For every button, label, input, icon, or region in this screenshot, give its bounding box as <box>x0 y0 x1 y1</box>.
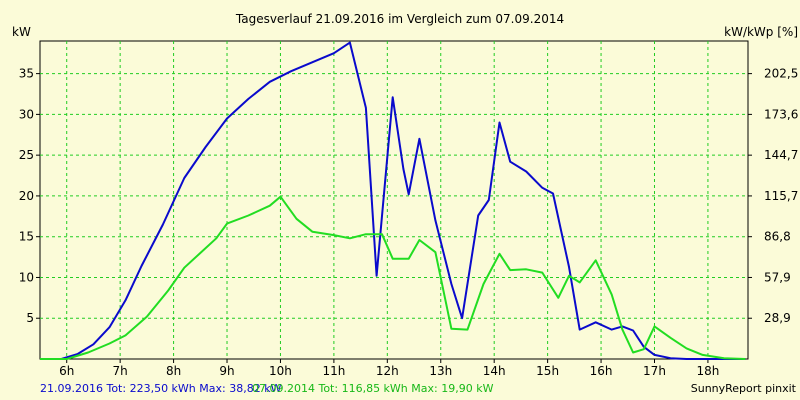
y-right-tick-label: 202,5 <box>764 67 798 81</box>
x-tick-label: 18h <box>696 364 719 378</box>
y-axis-right-ticks: 28,9 57,9 86,8 115,7 144,7 173,6 202,5 <box>748 67 798 325</box>
x-tick-label: 13h <box>429 364 452 378</box>
series-line-2 <box>40 195 746 360</box>
footer-series-2-summary: 07.09.2014 Tot: 116,85 kWh Max: 19,90 kW <box>252 382 494 395</box>
footer-series-1-summary: 21.09.2016 Tot: 223,50 kWh Max: 38,82 kW <box>40 382 282 395</box>
y-left-tick-label: 30 <box>19 107 34 121</box>
y-right-tick-label: 173,6 <box>764 107 798 121</box>
x-tick-label: 14h <box>483 364 506 378</box>
y-right-tick-label: 144,7 <box>764 148 798 162</box>
y-right-tick-label: 115,7 <box>764 189 798 203</box>
x-tick-label: 11h <box>322 364 345 378</box>
chart-title: Tagesverlauf 21.09.2016 im Vergleich zum… <box>235 12 564 26</box>
y-left-tick-label: 5 <box>26 311 34 325</box>
x-tick-label: 10h <box>269 364 292 378</box>
x-tick-label: 15h <box>536 364 559 378</box>
x-tick-label: 9h <box>219 364 234 378</box>
series-line-1 <box>40 41 746 360</box>
x-tick-label: 12h <box>376 364 399 378</box>
right-axis-unit-label: kW/kWp [%] <box>724 25 798 39</box>
x-tick-label: 16h <box>590 364 613 378</box>
y-right-tick-label: 28,9 <box>764 311 791 325</box>
y-left-tick-label: 25 <box>19 148 34 162</box>
y-right-tick-label: 86,8 <box>764 230 791 244</box>
y-left-tick-label: 10 <box>19 270 34 284</box>
y-left-tick-label: 20 <box>19 189 34 203</box>
x-tick-label: 17h <box>643 364 666 378</box>
x-tick-label: 7h <box>113 364 128 378</box>
left-axis-unit-label: kW <box>12 25 31 39</box>
footer-credit: SunnyReport pinxit <box>691 382 797 395</box>
x-tick-label: 8h <box>166 364 181 378</box>
y-left-tick-label: 35 <box>19 67 34 81</box>
plot-area <box>39 40 749 360</box>
grid-lines <box>40 41 748 359</box>
x-axis-ticks: 6h 7h 8h 9h 10h 11h 12h 13h 14h 15h 16h 17h 18h <box>59 359 719 378</box>
data-series <box>40 41 746 360</box>
x-tick-label: 6h <box>59 364 74 378</box>
y-right-tick-label: 57,9 <box>764 270 791 284</box>
y-left-tick-label: 15 <box>19 230 34 244</box>
y-axis-left-ticks: 5 10 15 20 25 30 35 <box>19 67 40 325</box>
